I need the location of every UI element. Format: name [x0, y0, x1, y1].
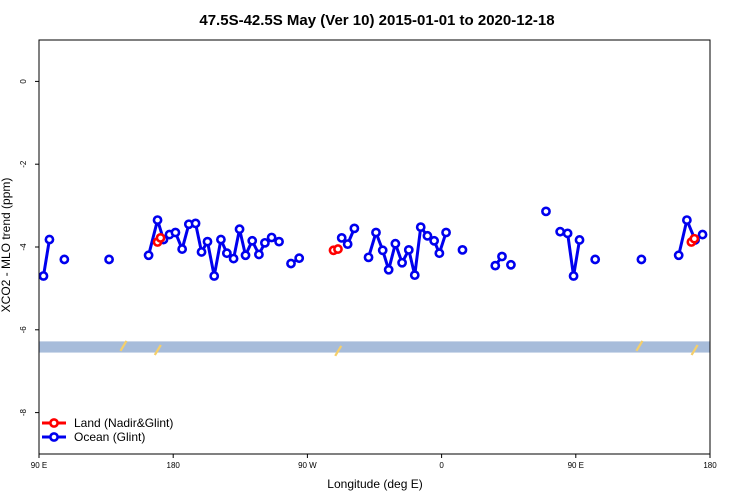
data-point	[555, 226, 566, 237]
legend: Land (Nadir&Glint)Ocean (Glint)	[42, 416, 173, 444]
series-line	[147, 218, 280, 278]
data-marks	[38, 206, 708, 281]
data-point	[170, 227, 181, 238]
y-tick-label: 0	[19, 79, 28, 84]
data-point	[636, 254, 647, 265]
data-point	[240, 250, 251, 261]
data-point	[221, 248, 232, 259]
data-point	[286, 258, 296, 269]
data-point	[390, 238, 401, 249]
plot-frame	[38, 39, 711, 455]
data-point	[434, 248, 445, 259]
data-point	[294, 253, 305, 264]
data-point	[333, 244, 343, 254]
plot-background	[39, 340, 710, 357]
data-point	[228, 253, 239, 264]
data-point	[541, 206, 551, 217]
data-point	[562, 228, 573, 239]
data-point	[247, 235, 258, 246]
data-point	[336, 232, 347, 243]
data-point	[568, 271, 579, 281]
data-point	[441, 227, 451, 238]
data-point	[409, 270, 420, 281]
y-tick-label: -6	[19, 326, 28, 334]
legend-marker	[49, 418, 59, 428]
data-point	[383, 264, 394, 275]
data-point	[209, 271, 220, 281]
legend-label: Land (Nadir&Glint)	[74, 416, 173, 430]
land-mark	[690, 344, 699, 356]
x-tick-label: 180	[703, 461, 717, 470]
data-point	[44, 234, 55, 245]
data-point	[415, 222, 426, 233]
data-point	[342, 239, 353, 250]
y-tick-label: -8	[19, 408, 28, 416]
x-tick-label: 90 W	[298, 461, 317, 470]
y-tick-label: -2	[19, 160, 28, 168]
data-point	[490, 260, 501, 271]
data-point	[143, 250, 154, 261]
data-point	[202, 236, 213, 247]
data-point	[371, 227, 381, 238]
x-tick-label: 90 E	[568, 461, 584, 470]
data-point	[403, 244, 414, 255]
data-point	[152, 215, 163, 225]
data-point	[104, 254, 114, 265]
data-point	[689, 233, 700, 244]
data-point	[397, 257, 407, 268]
data-point	[190, 218, 201, 229]
data-point	[196, 247, 207, 257]
data-point	[38, 271, 49, 281]
data-point	[506, 259, 516, 270]
data-point	[349, 223, 360, 234]
y-tick-label: -4	[19, 243, 28, 251]
x-axis-ticks: 90 E 180 90 W 0 90 E 180	[31, 454, 717, 470]
data-point	[673, 250, 684, 261]
land-mark	[153, 344, 162, 356]
data-point	[254, 249, 264, 260]
chart-title: 47.5S-42.5S May (Ver 10) 2015-01-01 to 2…	[199, 12, 554, 29]
x-tick-label: 0	[439, 461, 444, 470]
y-axis-ticks: 0 -2 -4 -6 -8	[19, 79, 39, 416]
data-point	[363, 252, 374, 263]
data-point	[177, 244, 188, 254]
series-line	[41, 239, 51, 277]
land-band	[39, 341, 710, 353]
data-point	[590, 254, 601, 265]
data-point	[216, 234, 226, 245]
data-point	[574, 235, 585, 245]
x-tick-label: 90 E	[31, 461, 47, 470]
legend-label: Ocean (Glint)	[74, 430, 145, 444]
data-point	[377, 245, 388, 256]
x-tick-label: 180	[167, 461, 181, 470]
data-point	[266, 232, 277, 243]
data-point	[457, 244, 468, 255]
data-point	[274, 236, 284, 247]
data-point	[260, 237, 270, 248]
land-mark	[635, 340, 644, 352]
y-axis-label: XCO2 - MLO trend (ppm)	[0, 178, 13, 313]
data-point	[429, 235, 440, 246]
legend-marker	[49, 432, 59, 442]
data-point	[497, 251, 507, 262]
data-point	[155, 232, 166, 243]
x-axis-label: Longitude (deg E)	[327, 477, 422, 491]
data-point	[422, 230, 433, 241]
land-mark	[119, 340, 128, 352]
data-point	[234, 224, 245, 235]
data-point	[681, 215, 692, 225]
data-point	[697, 229, 708, 240]
data-point	[59, 254, 70, 265]
land-mark	[334, 345, 343, 357]
